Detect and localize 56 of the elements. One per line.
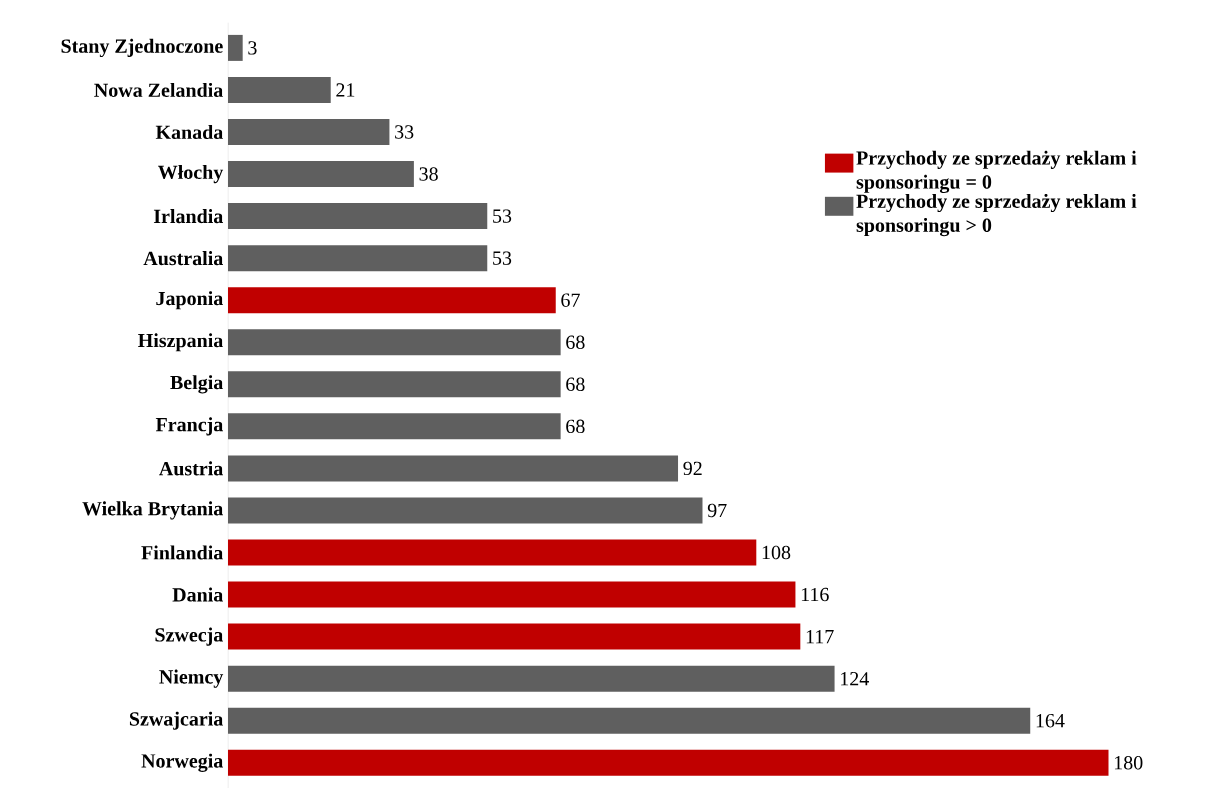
data-label: 21 (336, 83, 355, 97)
y-tick-label: Francja (155, 417, 223, 436)
bar (228, 581, 796, 608)
data-label: 38 (419, 167, 438, 181)
bar (228, 119, 390, 145)
bar (228, 287, 556, 314)
data-label: 117 (806, 630, 834, 644)
y-tick-label: Austria (159, 461, 223, 476)
y-tick-label: Szwecja (155, 627, 223, 646)
bar (228, 623, 801, 650)
bar (228, 34, 243, 61)
legend-label: Przychody ze sprzedaży reklam i sponsoringu > 0 (856, 193, 1137, 237)
data-label: 108 (762, 545, 791, 560)
data-label: 68 (566, 377, 585, 392)
data-label: 68 (566, 419, 585, 434)
bar (228, 203, 488, 230)
bar (228, 707, 1031, 734)
y-tick-label: Dania (172, 587, 223, 602)
bar (228, 161, 414, 188)
y-tick-label: Hiszpania (138, 333, 223, 352)
y-tick-label: Stany Zjednoczone (61, 38, 223, 57)
bar (228, 371, 561, 398)
bar (228, 749, 1109, 776)
y-tick-label: Szwajcaria (129, 711, 223, 730)
data-label: 68 (566, 335, 585, 349)
bar (228, 329, 561, 356)
y-tick-label: Kanada (155, 124, 223, 140)
y-tick-label: Norwegia (141, 753, 223, 772)
y-tick-label: Japonia (156, 291, 223, 310)
bar (228, 665, 835, 692)
data-label: 92 (683, 461, 702, 476)
data-label: 53 (493, 209, 512, 223)
bar (228, 245, 488, 272)
data-label: 116 (801, 587, 829, 602)
data-label: 97 (707, 503, 727, 518)
y-tick-label: Nowa Zelandia (94, 82, 223, 97)
data-label: 164 (1036, 714, 1065, 728)
bar (228, 413, 561, 440)
data-label: 53 (493, 251, 512, 265)
y-tick-label: Włochy (158, 164, 224, 184)
data-label: 3 (248, 41, 257, 55)
y-tick-label: Belgia (170, 375, 224, 394)
y-tick-label: Wielka Brytania (82, 501, 223, 520)
legend-label: Przychody ze sprzedaży reklam i sponsoringu = 0 (856, 150, 1137, 194)
data-label: 33 (395, 125, 414, 139)
data-label: 124 (841, 672, 869, 686)
bar (228, 497, 703, 524)
y-tick-label: Finlandia (141, 545, 223, 560)
bar (228, 455, 679, 482)
y-tick-label: Niemcy (159, 669, 224, 688)
bar (228, 539, 757, 566)
data-label: 180 (1114, 756, 1143, 770)
y-tick-label: Australia (143, 251, 223, 266)
y-tick-label: Irlandia (153, 209, 223, 224)
data-label: 67 (561, 293, 580, 307)
bar (228, 76, 331, 103)
